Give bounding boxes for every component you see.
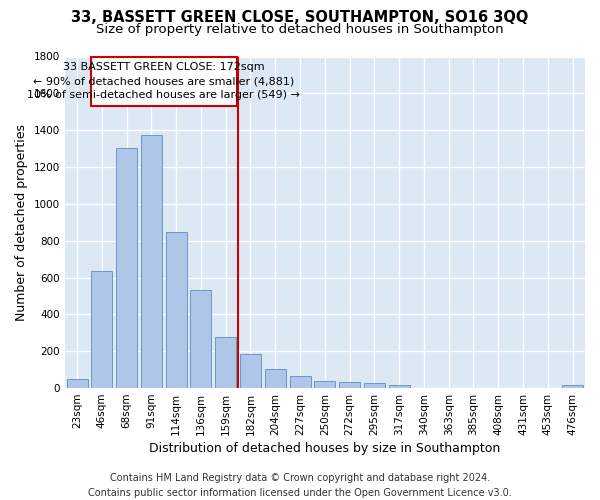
Bar <box>240 354 261 388</box>
FancyBboxPatch shape <box>91 56 237 106</box>
Bar <box>141 135 162 388</box>
Bar <box>290 376 311 388</box>
Bar <box>562 386 583 388</box>
Bar <box>314 381 335 388</box>
Bar <box>166 232 187 388</box>
Bar <box>339 382 360 388</box>
Bar <box>364 383 385 388</box>
X-axis label: Distribution of detached houses by size in Southampton: Distribution of detached houses by size … <box>149 442 500 455</box>
Text: Contains HM Land Registry data © Crown copyright and database right 2024.
Contai: Contains HM Land Registry data © Crown c… <box>88 472 512 498</box>
Bar <box>265 368 286 388</box>
Text: Size of property relative to detached houses in Southampton: Size of property relative to detached ho… <box>96 22 504 36</box>
Bar <box>116 148 137 388</box>
Bar <box>67 379 88 388</box>
Y-axis label: Number of detached properties: Number of detached properties <box>15 124 28 321</box>
Text: 33, BASSETT GREEN CLOSE, SOUTHAMPTON, SO16 3QQ: 33, BASSETT GREEN CLOSE, SOUTHAMPTON, SO… <box>71 10 529 25</box>
Bar <box>215 338 236 388</box>
Bar <box>389 386 410 388</box>
Bar <box>190 290 211 388</box>
Text: 33 BASSETT GREEN CLOSE: 172sqm
← 90% of detached houses are smaller (4,881)
10% : 33 BASSETT GREEN CLOSE: 172sqm ← 90% of … <box>28 62 300 100</box>
Bar <box>91 270 112 388</box>
